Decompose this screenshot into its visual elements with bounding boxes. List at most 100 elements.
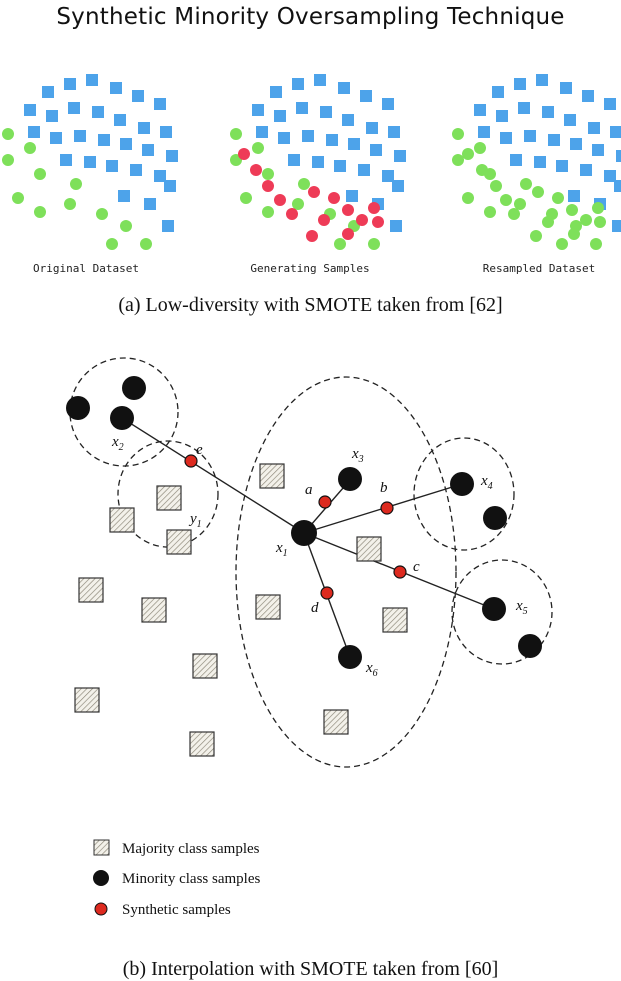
label-b: b	[380, 480, 388, 496]
majority-square	[110, 82, 122, 94]
majority-square	[154, 98, 166, 110]
caption-b: (b) Interpolation with SMOTE taken from …	[122, 958, 499, 980]
legend-majority-swatch	[93, 839, 110, 856]
minority-sample	[518, 634, 542, 658]
majority-sample	[78, 577, 104, 603]
majority-square	[616, 150, 621, 162]
minority-dot	[140, 238, 152, 250]
majority-sample	[109, 507, 135, 533]
majority-square	[370, 144, 382, 156]
majority-square	[256, 126, 268, 138]
majority-sample	[189, 731, 215, 757]
majority-square	[492, 86, 504, 98]
majority-sample	[356, 536, 382, 562]
majority-square	[348, 138, 360, 150]
majority-square	[388, 126, 400, 138]
majority-square	[500, 132, 512, 144]
synthetic-dot	[306, 230, 318, 242]
majority-square	[560, 82, 572, 94]
majority-square	[542, 106, 554, 118]
majority-square	[474, 104, 486, 116]
synthetic-dot	[238, 148, 250, 160]
resampled-minority-dot	[490, 180, 502, 192]
majority-square	[392, 180, 404, 192]
synthetic-sample-d	[320, 586, 334, 600]
majority-square	[288, 154, 300, 166]
resampled-minority-dot	[530, 230, 542, 242]
synthetic-dot	[308, 186, 320, 198]
majority-square	[382, 170, 394, 182]
neighborhood-circle-x5	[451, 559, 553, 665]
synthetic-dot	[318, 214, 330, 226]
legend-synthetic-swatch	[94, 902, 108, 916]
synthetic-dot	[262, 180, 274, 192]
synthetic-sample-e	[184, 454, 198, 468]
figure-title: Synthetic Minority Oversampling Techniqu…	[56, 4, 565, 30]
majority-square	[142, 144, 154, 156]
label-e: e	[196, 442, 203, 458]
minority-dot	[106, 238, 118, 250]
majority-square	[270, 86, 282, 98]
majority-square	[366, 122, 378, 134]
minority-dot	[368, 238, 380, 250]
caption-a: (a) Low-diversity with SMOTE taken from …	[118, 294, 503, 316]
resampled-minority-dot	[594, 216, 606, 228]
neighborhood-circle-x2	[69, 357, 179, 467]
label-x6: x6	[365, 660, 378, 679]
minority-sample-x6	[338, 645, 362, 669]
label-x2: x2	[111, 434, 124, 453]
panel-label-original: Original Dataset	[33, 262, 139, 275]
majority-square	[614, 180, 621, 192]
minority-dot	[2, 154, 14, 166]
majority-square	[604, 170, 616, 182]
minority-dot	[590, 238, 602, 250]
panel-label-generating: Generating Samples	[250, 262, 370, 275]
label-y1: y1	[188, 511, 202, 530]
majority-square	[588, 122, 600, 134]
minority-dot	[12, 192, 24, 204]
majority-square	[64, 78, 76, 90]
majority-square	[338, 82, 350, 94]
minority-dot	[484, 206, 496, 218]
label-c: c	[413, 559, 420, 575]
minority-dot	[298, 178, 310, 190]
synthetic-dot	[368, 202, 380, 214]
legend-majority-label: Majority class samples	[122, 841, 260, 857]
majority-square	[278, 132, 290, 144]
majority-square	[154, 170, 166, 182]
majority-square	[302, 130, 314, 142]
majority-square	[478, 126, 490, 138]
resampled-minority-dot	[568, 228, 580, 240]
synthetic-dot	[372, 216, 384, 228]
minority-dot	[240, 192, 252, 204]
majority-square	[334, 160, 346, 172]
resampled-minority-dot	[500, 194, 512, 206]
minority-sample	[66, 396, 90, 420]
majority-square	[610, 126, 621, 138]
minority-dot	[252, 142, 264, 154]
majority-square	[548, 134, 560, 146]
minority-dot	[556, 238, 568, 250]
majority-square	[132, 90, 144, 102]
majority-square	[342, 114, 354, 126]
majority-square	[166, 150, 178, 162]
majority-square	[360, 90, 372, 102]
majority-square	[556, 160, 568, 172]
majority-square	[582, 90, 594, 102]
neighborhood-circle-x4	[413, 437, 515, 551]
synthetic-dot	[274, 194, 286, 206]
majority-square	[534, 156, 546, 168]
majority-square	[68, 102, 80, 114]
majority-square	[564, 114, 576, 126]
majority-square	[274, 110, 286, 122]
minority-dot	[452, 154, 464, 166]
majority-square	[24, 104, 36, 116]
smote-panels	[2, 74, 621, 250]
resampled-minority-dot	[476, 164, 488, 176]
majority-square	[106, 160, 118, 172]
resampled-minority-dot	[566, 204, 578, 216]
majority-square	[74, 130, 86, 142]
synthetic-dot	[250, 164, 262, 176]
minority-sample	[483, 506, 507, 530]
